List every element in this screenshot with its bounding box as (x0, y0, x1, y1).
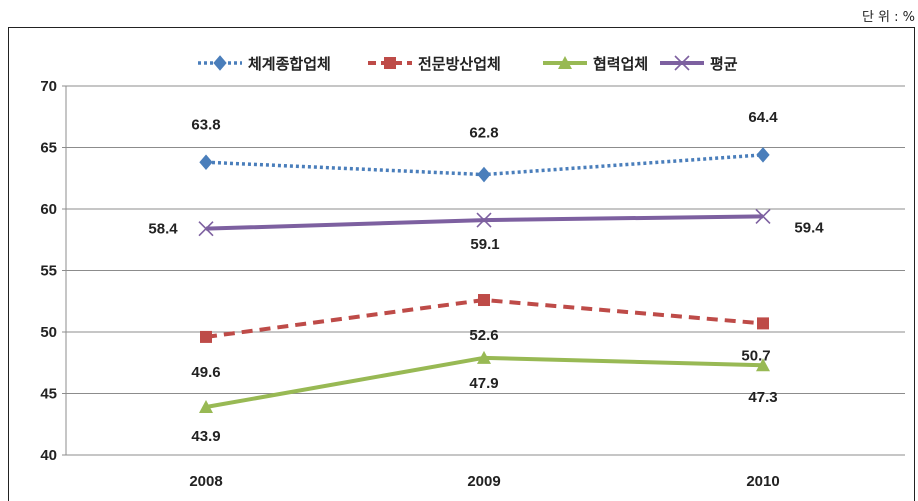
legend-label: 평균 (710, 55, 738, 73)
legend-label: 협력업체 (593, 55, 648, 73)
x-marker-stroke (198, 221, 214, 237)
data-label: 47.3 (748, 389, 777, 406)
data-label: 43.9 (191, 428, 220, 445)
x-tick-label: 2010 (746, 473, 779, 490)
legend-swatch-marker (558, 56, 572, 69)
legend-swatch-marker (384, 57, 396, 69)
data-label: 62.8 (469, 125, 498, 142)
x-marker-stroke (674, 55, 690, 71)
data-label: 63.8 (191, 116, 220, 133)
data-point-marker (200, 330, 212, 343)
data-label: 50.7 (741, 347, 770, 364)
data-label: 59.1 (470, 236, 499, 253)
data-point-marker (756, 147, 770, 163)
chart-frame (8, 27, 915, 501)
y-tick-label: 40 (40, 447, 57, 464)
legend-label: 전문방산업체 (418, 55, 501, 73)
data-label: 59.4 (794, 219, 824, 236)
data-point-marker (476, 212, 492, 228)
y-tick-label: 50 (40, 324, 57, 341)
legend-item-1: 전문방산업체 (368, 55, 501, 73)
data-labels: 63.8 62.8 64.4 49.6 52.6 50.7 43.9 47.9 47.3 58.4… (148, 109, 824, 445)
data-point-marker (198, 221, 214, 237)
legend-item-3: 평균 (660, 55, 738, 73)
data-point-marker (755, 208, 771, 224)
legend-swatch-marker (674, 55, 690, 71)
legend-swatch-marker (213, 55, 227, 71)
data-point-marker (756, 358, 770, 372)
data-label: 58.4 (148, 221, 178, 238)
axes: 40 45 50 55 60 65 70 2008 2009 2010 (40, 78, 905, 490)
y-tick-label: 55 (40, 263, 57, 280)
data-point-marker (757, 317, 769, 330)
y-tick-label: 65 (40, 140, 57, 157)
unit-label: 단 위 : % (861, 10, 915, 25)
data-label: 52.6 (469, 327, 498, 344)
legend-label: 체계종합업체 (248, 55, 331, 73)
data-label: 49.6 (191, 364, 220, 381)
y-tick-label: 70 (40, 78, 57, 95)
data-label: 64.4 (748, 109, 778, 126)
series-line-3 (205, 214, 764, 231)
x-marker-stroke (755, 208, 771, 224)
data-label: 47.9 (469, 375, 498, 392)
data-point-marker (199, 400, 213, 414)
data-point-marker (477, 166, 491, 183)
data-point-marker (199, 154, 213, 171)
data-point-marker (478, 294, 490, 307)
x-tick-label: 2008 (189, 473, 222, 490)
x-marker-stroke (476, 212, 492, 228)
legend-item-0: 체계종합업체 (198, 55, 331, 73)
legend-item-2: 협력업체 (543, 55, 648, 73)
y-tick-label: 60 (40, 201, 57, 218)
legend: 체계종합업체 전문방산업체 협력업체 평균 (198, 55, 738, 73)
x-tick-label: 2009 (467, 473, 500, 490)
series-lines (198, 147, 771, 414)
data-point-marker (477, 350, 491, 364)
y-tick-label: 45 (40, 386, 57, 403)
